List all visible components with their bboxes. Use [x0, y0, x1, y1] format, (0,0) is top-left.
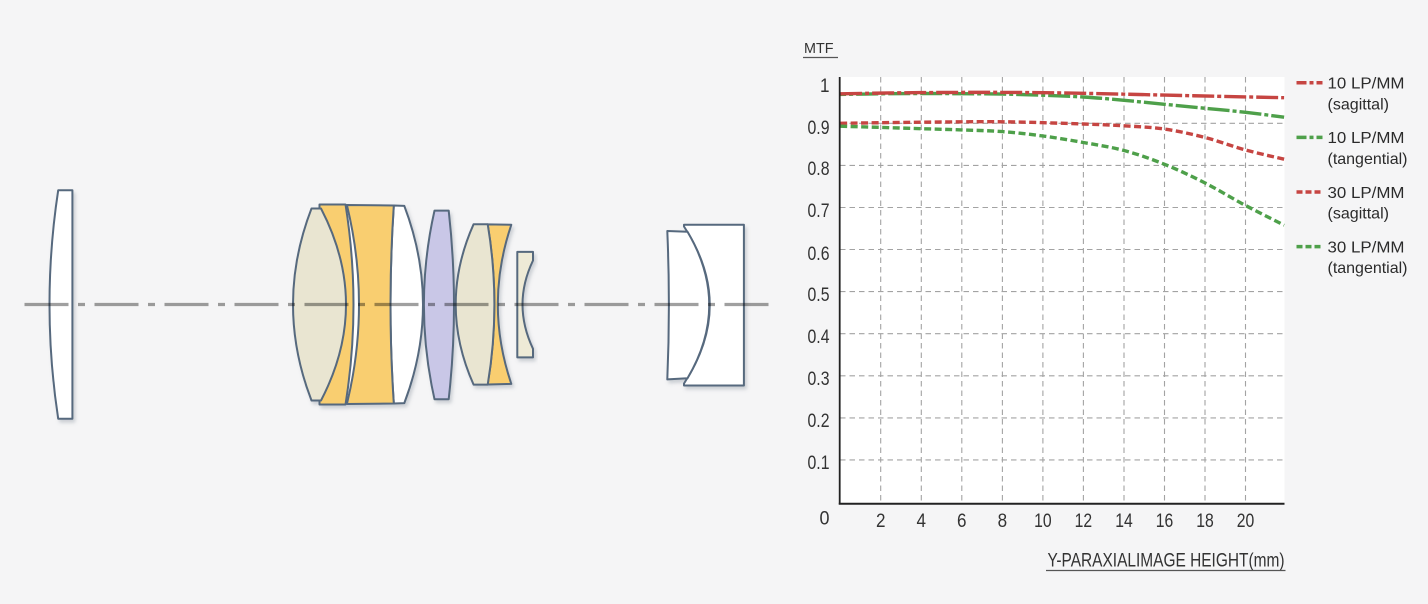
- svg-text:0.8: 0.8: [808, 159, 830, 180]
- svg-text:4: 4: [917, 511, 927, 532]
- svg-text:0.2: 0.2: [808, 411, 830, 432]
- svg-text:6: 6: [957, 511, 967, 532]
- svg-text:0.9: 0.9: [808, 118, 830, 139]
- svg-text:2: 2: [876, 511, 886, 532]
- svg-text:10: 10: [1034, 511, 1052, 532]
- svg-text:12: 12: [1075, 511, 1093, 532]
- svg-text:0.5: 0.5: [808, 285, 830, 306]
- svg-text:0.1: 0.1: [808, 453, 830, 474]
- svg-text:30 LP/MM: 30 LP/MM: [1328, 239, 1405, 256]
- svg-text:30 LP/MM: 30 LP/MM: [1328, 185, 1405, 202]
- svg-text:1: 1: [820, 76, 830, 97]
- svg-text:(tangential): (tangential): [1328, 151, 1408, 168]
- svg-text:Y-PARAXIALIMAGE HEIGHT(mm): Y-PARAXIALIMAGE HEIGHT(mm): [1048, 551, 1285, 572]
- svg-text:(tangential): (tangential): [1328, 260, 1408, 277]
- svg-text:0: 0: [820, 509, 830, 530]
- svg-text:14: 14: [1115, 511, 1133, 532]
- svg-text:18: 18: [1196, 511, 1214, 532]
- svg-text:0.7: 0.7: [808, 201, 830, 222]
- svg-text:16: 16: [1156, 511, 1174, 532]
- svg-text:0.6: 0.6: [808, 244, 830, 265]
- svg-text:8: 8: [998, 511, 1008, 532]
- svg-text:10 LP/MM: 10 LP/MM: [1328, 130, 1405, 147]
- svg-text:0.4: 0.4: [808, 327, 830, 348]
- svg-text:(sagittal): (sagittal): [1328, 206, 1390, 223]
- svg-text:0.3: 0.3: [808, 369, 830, 390]
- svg-text:MTF: MTF: [804, 40, 834, 57]
- svg-text:10 LP/MM: 10 LP/MM: [1328, 76, 1405, 93]
- svg-text:20: 20: [1237, 511, 1255, 532]
- svg-text:(sagittal): (sagittal): [1328, 96, 1390, 113]
